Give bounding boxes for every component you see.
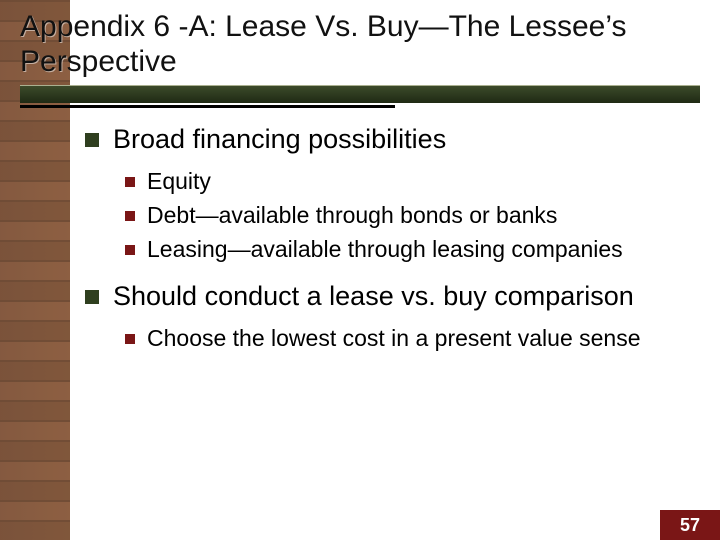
bullet-text: Broad financing possibilities <box>113 123 446 157</box>
list-item: Leasing—available through leasing compan… <box>125 235 690 265</box>
bullet-list-level1: Broad financing possibilities Equity Deb… <box>85 123 690 354</box>
bullet-text: Should conduct a lease vs. buy compariso… <box>113 280 634 314</box>
bullet-text: Leasing—available through leasing compan… <box>147 235 623 265</box>
list-item: Broad financing possibilities Equity Deb… <box>85 123 690 264</box>
square-bullet-icon <box>125 177 135 187</box>
title-underline-thick <box>20 85 700 103</box>
slide-header: Appendix 6 -A: Lease Vs. Buy—The Lessee’… <box>0 0 720 109</box>
slide-body: Broad financing possibilities Equity Deb… <box>0 109 720 354</box>
list-item: Equity <box>125 167 690 197</box>
list-item: Debt—available through bonds or banks <box>125 201 690 231</box>
bullet-list-level2: Equity Debt—available through bonds or b… <box>125 167 690 265</box>
square-bullet-icon <box>125 245 135 255</box>
square-bullet-icon <box>125 211 135 221</box>
page-number-badge: 57 <box>660 510 720 540</box>
list-item: Should conduct a lease vs. buy compariso… <box>85 280 690 354</box>
page-number: 57 <box>680 515 700 536</box>
title-underline <box>20 85 700 109</box>
slide-title: Appendix 6 -A: Lease Vs. Buy—The Lessee’… <box>20 10 700 79</box>
bullet-text: Equity <box>147 167 211 197</box>
square-bullet-icon <box>125 334 135 344</box>
square-bullet-icon <box>85 290 99 304</box>
bullet-text: Debt—available through bonds or banks <box>147 201 557 231</box>
bullet-text: Choose the lowest cost in a present valu… <box>147 324 641 354</box>
list-item: Choose the lowest cost in a present valu… <box>125 324 690 354</box>
square-bullet-icon <box>85 133 99 147</box>
bullet-list-level2: Choose the lowest cost in a present valu… <box>125 324 690 354</box>
title-underline-thin <box>20 105 395 108</box>
